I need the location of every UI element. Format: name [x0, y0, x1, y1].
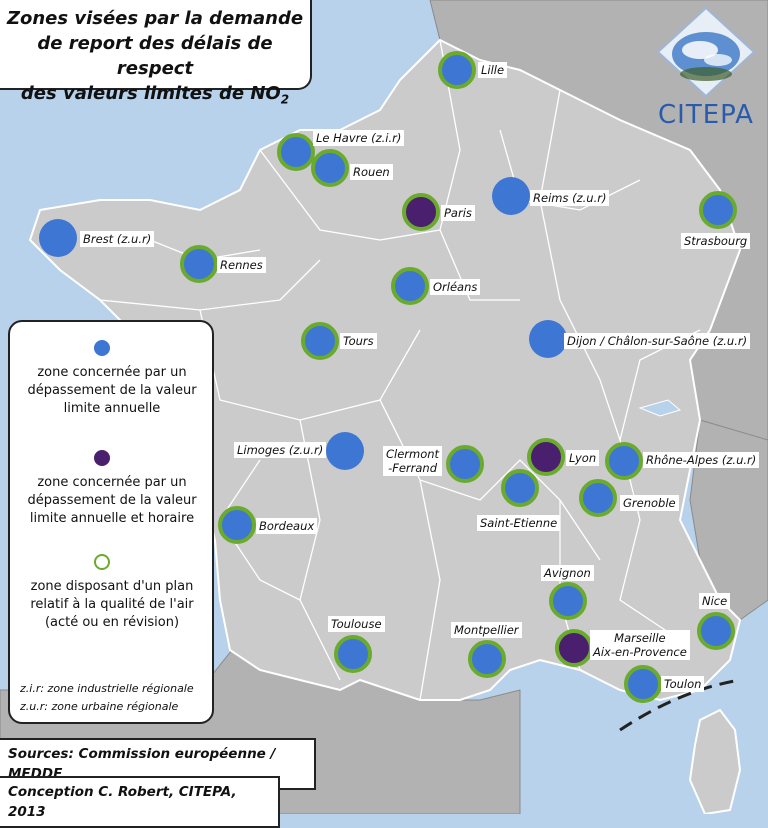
label-rennes: Rennes	[217, 257, 266, 273]
title-line-1: Zones visées par la demande	[6, 8, 304, 29]
logo-icon	[656, 6, 756, 98]
lake-geneva	[638, 399, 682, 417]
zone-marker-tours	[301, 322, 339, 360]
zone-marker-rh-ne-alpes	[605, 442, 643, 480]
title-line-3: des valeurs limites de NO2	[0, 81, 310, 113]
corsica	[688, 708, 742, 814]
zone-marker-le-havre	[277, 133, 315, 171]
label-strasbourg: Strasbourg	[681, 233, 751, 249]
label-rhone-alpes: Rhône-Alpes (z.u.r)	[643, 452, 760, 468]
conception-footer: Conception C. Robert, CITEPA, 2013	[0, 776, 280, 828]
zone-marker-lille	[438, 51, 476, 89]
map-title: Zones visées par la demande de report de…	[0, 6, 310, 113]
legend-zir-note: z.i.r: zone industrielle régionale	[20, 682, 194, 695]
label-le-havre: Le Havre (z.i.r)	[313, 130, 405, 146]
label-lyon: Lyon	[566, 450, 600, 466]
label-brest: Brest (z.u.r)	[80, 231, 155, 247]
legend-blue-dot-icon	[94, 340, 110, 356]
label-paris: Paris	[441, 205, 475, 221]
label-reims: Reims (z.u.r)	[530, 190, 610, 206]
zone-marker-reims	[492, 177, 530, 215]
zone-marker-toulon	[624, 665, 662, 703]
label-marseille-1: Marseille	[614, 631, 666, 645]
zone-marker-paris	[402, 193, 440, 231]
label-toulouse: Toulouse	[328, 616, 385, 632]
legend-annual-text: zone concernée par un dépassement de la …	[27, 365, 197, 416]
legend-plan-text: zone disposant d'un plan relatif à la qu…	[30, 579, 194, 630]
label-avignon: Avignon	[541, 565, 594, 581]
legend-purple-dot-icon	[94, 450, 110, 466]
label-marseille: Marseille Aix-en-Provence	[590, 630, 690, 660]
label-limoges: Limoges (z.u.r)	[234, 442, 327, 458]
label-orleans: Orléans	[430, 279, 481, 295]
label-grenoble: Grenoble	[620, 495, 679, 511]
label-marseille-2: Aix-en-Provence	[593, 645, 687, 659]
label-lille: Lille	[478, 62, 508, 78]
zone-marker-toulouse	[334, 635, 372, 673]
logo-text: CITEPA	[658, 100, 754, 130]
corsica-frame	[619, 678, 741, 732]
zone-marker-orl-ans	[391, 267, 429, 305]
label-bordeaux: Bordeaux	[256, 518, 318, 534]
zone-marker-avignon	[549, 582, 587, 620]
zone-marker-rennes	[180, 245, 218, 283]
label-tours: Tours	[340, 333, 377, 349]
legend-green-ring-icon	[94, 554, 110, 570]
zone-marker-lyon	[527, 438, 565, 476]
zone-marker-saint-etienne	[501, 469, 539, 507]
region-boundaries	[99, 39, 701, 701]
zone-marker-montpellier	[468, 640, 506, 678]
label-rouen: Rouen	[350, 164, 393, 180]
label-montpellier: Montpellier	[451, 622, 522, 638]
legend-annual-hourly-text: zone concernée par un dépassement de la …	[27, 475, 197, 526]
title-box: Zones visées par la demande de report de…	[0, 0, 312, 107]
label-dijon: Dijon / Châlon-sur-Saône (z.u.r)	[564, 333, 751, 349]
zone-marker-brest	[39, 219, 77, 257]
zone-marker-nice	[697, 612, 735, 650]
title-subscript: 2	[280, 92, 290, 107]
label-clermont-1: Clermont	[386, 447, 440, 461]
zone-marker-clermont-ferrand	[446, 445, 484, 483]
citepa-logo: CITEPA	[650, 4, 762, 132]
zone-marker-dijon	[529, 320, 567, 358]
zone-marker-grenoble	[579, 479, 617, 517]
label-clermont: Clermont -Ferrand	[383, 446, 443, 476]
zone-marker-bordeaux	[218, 506, 256, 544]
label-saint-etienne: Saint-Etienne	[477, 515, 561, 531]
zone-marker-marseille	[555, 629, 593, 667]
zone-marker-limoges	[326, 432, 364, 470]
title-line-3-text: des valeurs limites de NO	[20, 83, 281, 104]
zone-marker-rouen	[311, 149, 349, 187]
legend: zone concernée par un dépassement de la …	[8, 320, 214, 724]
title-line-2: de report des délais de respect	[37, 33, 273, 79]
zone-marker-strasbourg	[699, 191, 737, 229]
label-toulon: Toulon	[661, 676, 705, 692]
label-nice: Nice	[699, 593, 731, 609]
label-clermont-2: -Ferrand	[388, 461, 437, 475]
legend-zur-note: z.u.r: zone urbaine régionale	[20, 700, 179, 713]
